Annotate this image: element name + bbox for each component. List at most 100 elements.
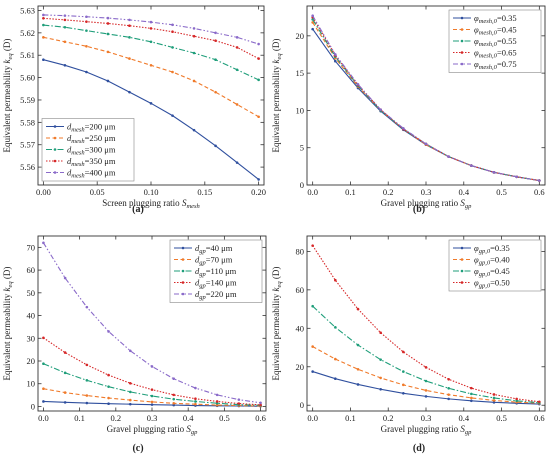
data-point (470, 399, 473, 403)
legend-marker (460, 16, 464, 20)
data-point (515, 175, 518, 179)
legend-marker (460, 258, 464, 261)
data-point (356, 383, 360, 386)
x-tick-label: 0.5 (219, 413, 230, 423)
y-tick-label: 5.62 (20, 28, 35, 38)
data-point (235, 161, 239, 164)
data-point (470, 164, 473, 167)
data-point (63, 401, 67, 404)
data-point (538, 400, 541, 404)
x-tick-label: 0.2 (383, 413, 394, 423)
data-point (171, 70, 174, 74)
data-point (42, 362, 45, 366)
data-point (424, 395, 428, 398)
data-point (194, 397, 197, 401)
data-point (128, 18, 131, 22)
legend-marker (181, 292, 185, 296)
data-point (85, 29, 88, 32)
x-tick-label: 0.1 (345, 187, 356, 197)
data-point (492, 171, 496, 174)
panel-label: (a) (132, 204, 144, 215)
x-tick-label: 0.3 (421, 413, 432, 423)
y-tick-label: 5.57 (20, 140, 35, 150)
data-point (311, 304, 314, 308)
y-tick-label: 5.60 (20, 73, 35, 83)
data-point (402, 350, 405, 354)
x-tick-label: 0.00 (36, 187, 51, 197)
x-tick-label: 0.0 (38, 413, 49, 423)
data-point (192, 34, 196, 38)
legend-label: φmesh,0=0.55 (474, 36, 517, 48)
data-point (311, 345, 314, 348)
data-point (356, 83, 360, 86)
data-point (356, 343, 360, 347)
data-point (334, 53, 337, 56)
data-point (150, 365, 154, 368)
data-point (128, 381, 132, 385)
y-tick-label: 30 (27, 333, 36, 343)
series-line-3 (43, 24, 259, 81)
x-axis-label: Gravel plugging ratio Sgp (107, 424, 198, 436)
data-point (42, 23, 45, 27)
data-point (311, 27, 314, 31)
legend-marker (181, 246, 185, 250)
x-tick-label: 0.1 (74, 413, 85, 423)
legend-marker (181, 269, 185, 273)
data-point (492, 393, 496, 396)
data-point (379, 376, 382, 380)
legend-marker (53, 125, 57, 128)
y-tick-label: 5.63 (20, 5, 35, 15)
data-point (149, 40, 153, 44)
data-point (470, 386, 473, 390)
legend: φmesh,0=0.35φmesh,0=0.45φmesh,0=0.55φmes… (448, 9, 542, 73)
data-point (42, 336, 45, 340)
data-point (192, 51, 196, 55)
y-tick-label: 5.61 (20, 50, 35, 60)
x-tick-label: 0.05 (90, 187, 105, 197)
x-tick-label: 0.4 (183, 413, 194, 423)
x-tick-label: 0.4 (458, 187, 469, 197)
data-point (334, 326, 337, 329)
x-tick-label: 0.5 (496, 413, 507, 423)
data-point (128, 36, 131, 39)
data-point (107, 330, 110, 333)
data-point (447, 387, 450, 390)
legend-label: dgp=40 μm (195, 243, 233, 255)
data-point (424, 389, 428, 392)
legend-marker (460, 28, 464, 31)
series-line-4 (43, 17, 259, 60)
data-point (63, 14, 67, 17)
data-point (171, 23, 174, 27)
legend-label: dmesh=250 μm (67, 133, 116, 145)
data-point (515, 397, 518, 401)
x-tick-label: 0.2 (383, 187, 394, 197)
chart-panel-3: 0.0 0.1 0.2 0.3 0.4 0.5 0.6 0 10 20 30 40 50 60 70 Grav… (2, 235, 267, 454)
data-point (85, 394, 89, 397)
legend-marker (53, 148, 57, 151)
data-point (42, 400, 45, 403)
legend-label: dgp=140 μm (195, 278, 237, 290)
legend-label: dgp=220 μm (195, 289, 237, 301)
data-point (311, 244, 314, 247)
data-point (85, 379, 89, 382)
data-point (192, 27, 196, 30)
legend-box (448, 9, 542, 73)
data-point (42, 17, 45, 20)
y-axis-label: Equivalent permeability keq (D) (271, 39, 283, 153)
data-point (235, 103, 239, 106)
data-point (85, 401, 89, 405)
x-tick-label: 0.3 (421, 187, 432, 197)
data-point (42, 241, 45, 245)
x-tick-label: 0.3 (147, 413, 158, 423)
data-point (470, 396, 473, 400)
data-point (107, 373, 110, 377)
data-point (149, 63, 153, 67)
y-tick-label: 60 (27, 265, 36, 275)
x-tick-label: 0.2 (110, 413, 121, 423)
legend-label: dmesh=300 μm (67, 145, 116, 157)
legend-label: φmesh,0=0.65 (474, 48, 517, 60)
legend-marker (460, 269, 464, 273)
data-point (257, 178, 260, 181)
